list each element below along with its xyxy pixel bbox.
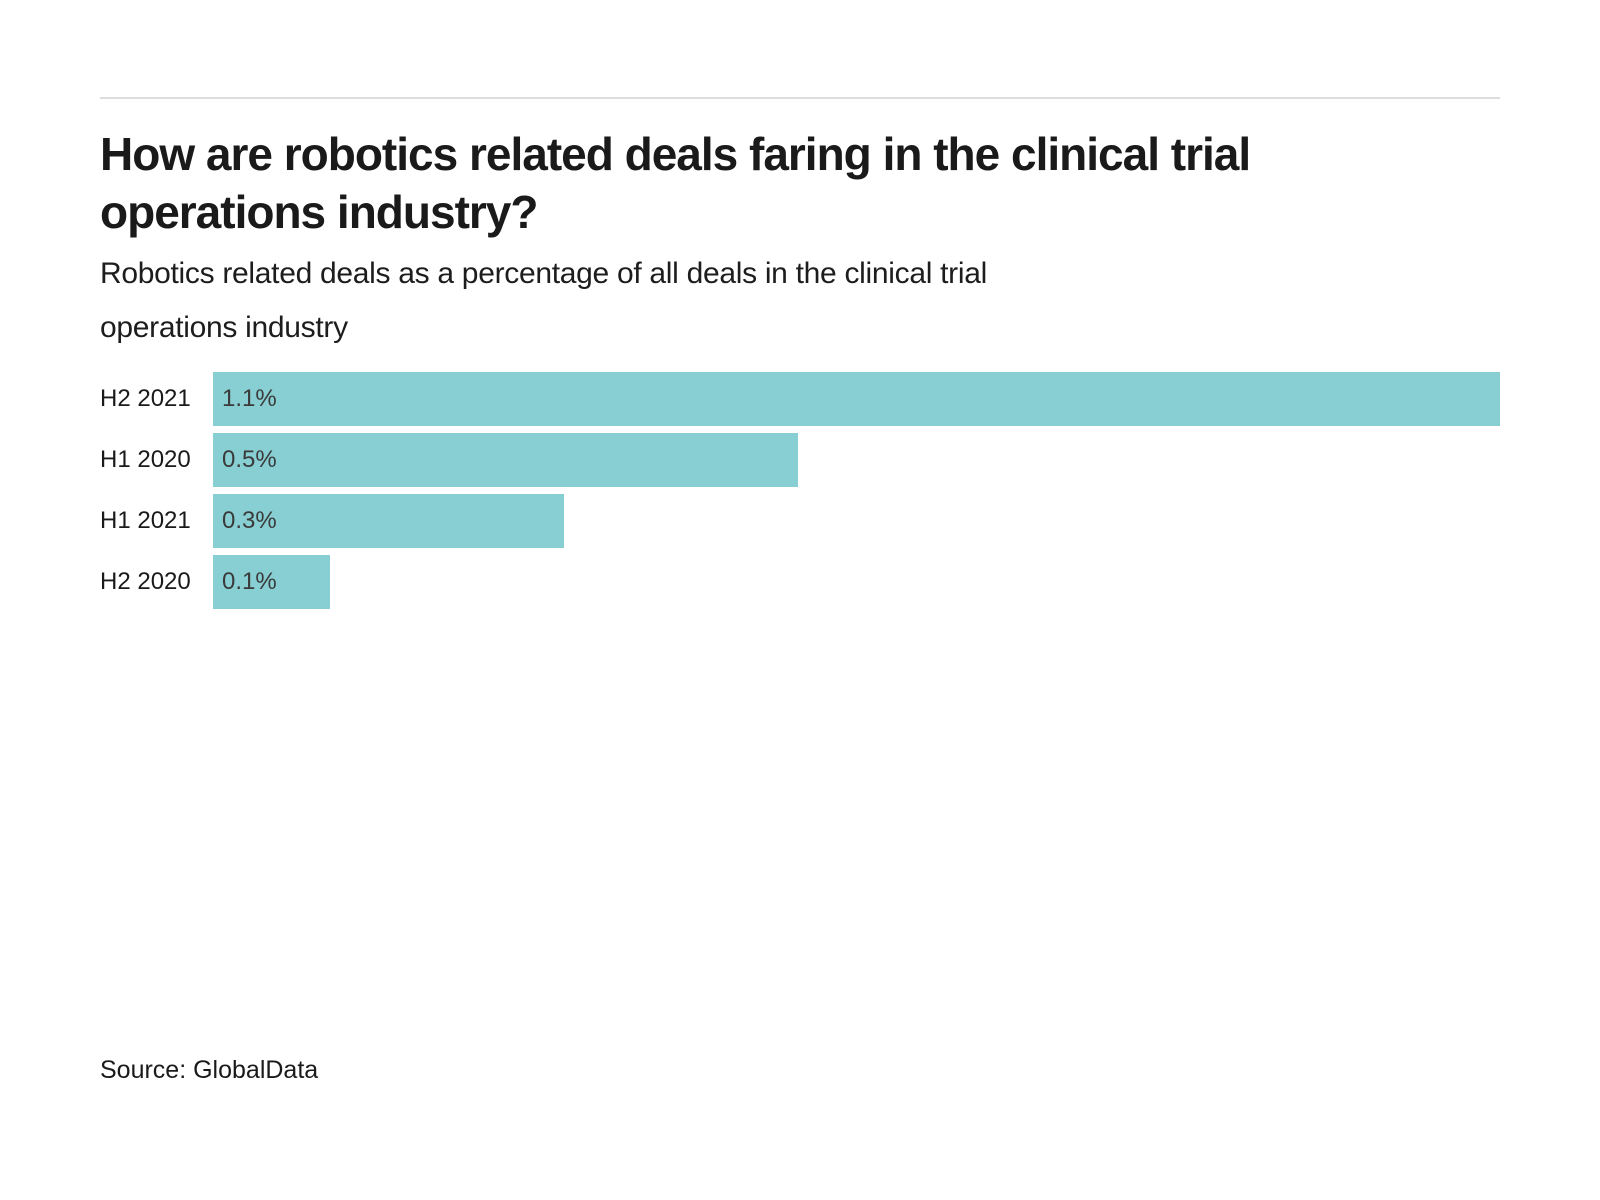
value-label: 0.1% xyxy=(222,568,277,595)
bar-track: 0.5% xyxy=(213,433,1500,487)
chart-subtitle-line-1: Robotics related deals as a percentage o… xyxy=(100,257,987,290)
value-label: 0.3% xyxy=(222,507,277,534)
bar-track: 0.3% xyxy=(213,494,1500,548)
bar: 1.1% xyxy=(213,372,1500,426)
page-title: How are robotics related deals faring in… xyxy=(100,125,1500,241)
bar: 0.3% xyxy=(213,494,564,548)
chart-subtitle: Robotics related deals as a percentage o… xyxy=(100,247,1500,355)
category-label: H1 2020 xyxy=(100,446,191,473)
bar-track: 0.1% xyxy=(213,555,1500,609)
bar-row: H2 2020 0.1% xyxy=(100,555,1500,609)
value-label: 1.1% xyxy=(222,385,277,412)
category-label: H2 2020 xyxy=(100,568,191,595)
bar-track: 1.1% xyxy=(213,372,1500,426)
content-area: How are robotics related deals faring in… xyxy=(100,0,1500,616)
chart-subtitle-line-2: operations industry xyxy=(100,311,348,344)
page-title-line-1: How are robotics related deals faring in… xyxy=(100,128,1251,180)
bar: 0.1% xyxy=(213,555,330,609)
page-title-line-2: operations industry? xyxy=(100,186,538,238)
top-divider xyxy=(100,97,1500,99)
bar-chart: H2 2021 1.1% H1 2020 0.5% H1 2021 xyxy=(100,372,1500,609)
category-label: H2 2021 xyxy=(100,385,191,412)
bar-row: H1 2021 0.3% xyxy=(100,494,1500,548)
value-label: 0.5% xyxy=(222,446,277,473)
source-credit: Source: GlobalData xyxy=(100,1056,319,1084)
bar-row: H2 2021 1.1% xyxy=(100,372,1500,426)
bar-row: H1 2020 0.5% xyxy=(100,433,1500,487)
category-label: H1 2021 xyxy=(100,507,191,534)
bar: 0.5% xyxy=(213,433,798,487)
